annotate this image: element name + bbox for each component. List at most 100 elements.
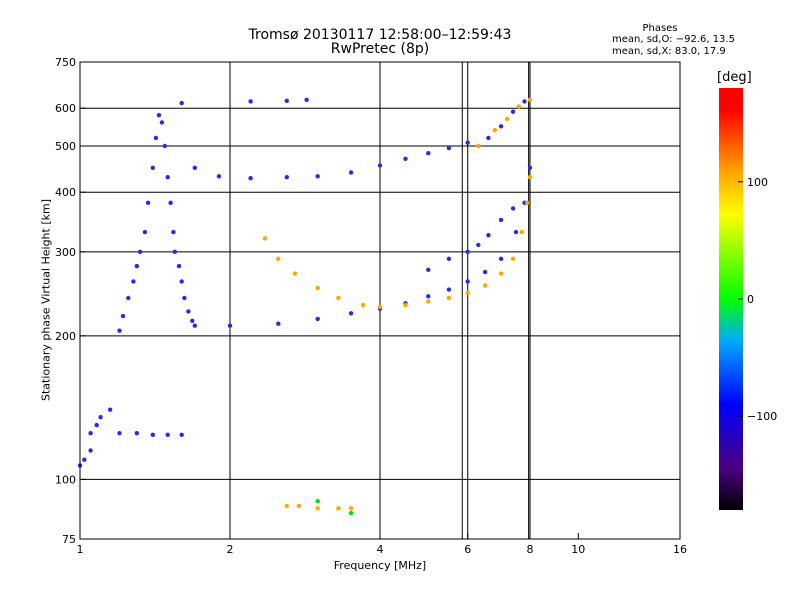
echo-point (165, 432, 170, 437)
echo-point (465, 290, 470, 296)
echo-point (88, 431, 93, 436)
echo-point (248, 176, 253, 181)
echo-point (292, 271, 298, 276)
echo-point (465, 140, 470, 145)
echo-point (137, 249, 143, 254)
colorbar-tick-label: 100 (747, 176, 768, 189)
echo-point (172, 249, 177, 254)
echo-point (348, 506, 354, 511)
echo-point (179, 100, 184, 106)
echo-point (216, 174, 222, 179)
echo-point (446, 256, 452, 261)
echo-point (176, 263, 182, 269)
echo-point (192, 165, 197, 170)
colorbar-label: [deg] (717, 70, 752, 85)
echo-point (284, 98, 289, 104)
echo-point (182, 295, 187, 301)
echo-point (117, 431, 122, 436)
chart-title: Tromsø 20130117 12:58:00–12:59:43 (248, 27, 512, 43)
echo-point (510, 109, 516, 114)
echo-point (446, 145, 452, 151)
echo-point (145, 200, 151, 205)
echo-point (88, 448, 93, 453)
y-tick-label: 100 (55, 473, 76, 486)
echo-point (516, 104, 522, 109)
echo-point (168, 200, 173, 205)
echo-point (192, 323, 197, 328)
echo-point (171, 229, 176, 235)
echo-point (159, 120, 165, 125)
echo-point (519, 229, 524, 235)
echo-point (377, 163, 383, 168)
echo-point (108, 407, 113, 412)
echo-point (426, 151, 431, 156)
echo-point (403, 302, 408, 308)
phase-stats-title: Phases (642, 23, 678, 34)
echo-point (186, 309, 191, 314)
x-tick-label: 10 (571, 543, 585, 556)
echo-point (348, 170, 354, 175)
echo-point (486, 233, 491, 238)
echo-point (248, 99, 253, 104)
echo-point (426, 299, 431, 304)
x-axis-label: Frequency [MHz] (333, 559, 427, 572)
echo-point (134, 431, 139, 436)
echo-point (190, 318, 195, 323)
echo-point (150, 165, 155, 170)
echo-point (476, 242, 481, 248)
echo-point (482, 283, 488, 288)
phase-stats-o-mode: mean, sd,O: −92.6, 13.5 (612, 34, 735, 45)
echo-point (510, 206, 516, 211)
echo-point (426, 294, 431, 299)
echo-point (476, 143, 481, 149)
echo-point (304, 97, 309, 103)
echo-point (498, 124, 504, 129)
echo-point (126, 295, 131, 301)
echo-point (465, 279, 470, 284)
colorbar-tick-label: −100 (747, 410, 777, 423)
echo-point (120, 313, 126, 319)
echo-point (498, 271, 504, 276)
echo-point (150, 432, 155, 437)
x-tick-label: 1 (77, 543, 84, 556)
y-tick-label: 750 (55, 56, 76, 69)
echo-point (179, 432, 184, 437)
y-tick-label: 75 (62, 533, 76, 546)
echo-point (156, 113, 162, 118)
echo-point (284, 503, 289, 509)
echo-point (315, 174, 320, 179)
grid-lines (80, 62, 680, 539)
echo-point (522, 99, 527, 104)
echo-point (403, 156, 408, 161)
y-tick-label: 400 (55, 186, 76, 199)
x-tick-label: 16 (673, 543, 687, 556)
echo-points (77, 97, 533, 516)
echo-point (94, 422, 99, 428)
echo-point (315, 316, 320, 322)
echo-point (315, 506, 320, 511)
echo-point (498, 217, 504, 223)
echo-point (527, 165, 533, 170)
echo-point (142, 229, 148, 235)
echo-point (98, 415, 103, 420)
echo-point (465, 249, 470, 254)
echo-point (315, 285, 320, 291)
colorbar-tick-label: 0 (747, 293, 754, 306)
y-tick-label: 300 (55, 246, 76, 259)
echo-point (131, 279, 136, 284)
y-tick-label: 200 (55, 330, 76, 343)
echo-point (426, 267, 431, 272)
colorbar-ticks: 100 0 −100 (738, 176, 777, 423)
echo-point (360, 302, 366, 308)
echo-point (336, 295, 341, 301)
echo-point (117, 328, 122, 333)
echo-point (527, 97, 533, 103)
x-tick-label: 6 (464, 543, 471, 556)
echo-point (513, 229, 519, 235)
echo-point (525, 200, 530, 205)
x-tick-label: 8 (527, 543, 534, 556)
echo-point (348, 510, 354, 516)
x-tick-label: 2 (227, 543, 234, 556)
echo-point (165, 175, 170, 180)
